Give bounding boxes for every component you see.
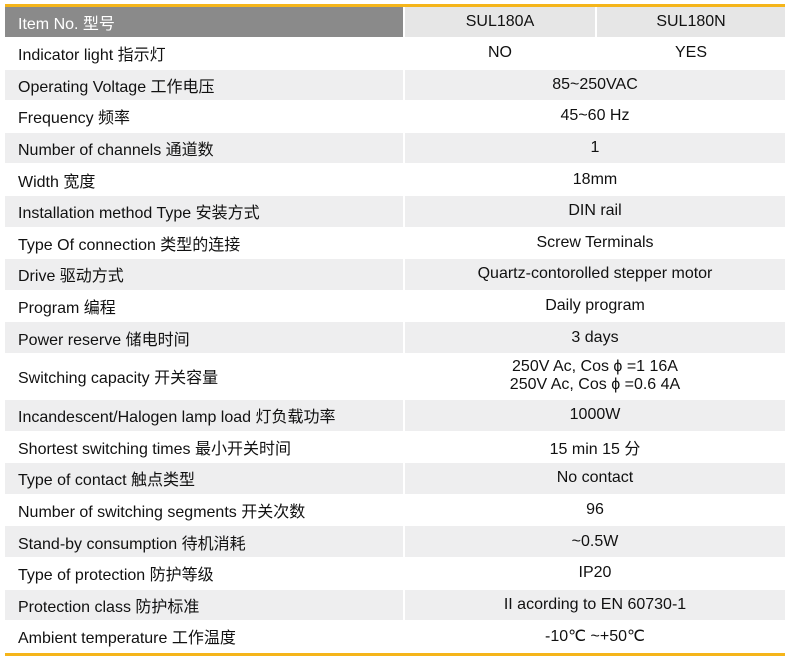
- value-line: No contact: [556, 469, 634, 487]
- row-label: Protection class 防护标准: [5, 589, 405, 621]
- row-label: Ambient temperature 工作温度: [5, 621, 405, 652]
- value-line: 3 days: [571, 328, 619, 346]
- value-line: -10℃ ~+50℃: [545, 628, 645, 646]
- row-label: Width 宽度: [5, 164, 405, 195]
- row-label: Indicator light 指示灯: [5, 38, 405, 69]
- value-line: 1: [590, 139, 600, 157]
- value-line: ~0.5W: [571, 532, 619, 550]
- row-label: Installation method Type 安装方式: [5, 195, 405, 227]
- row-label: Switching capacity 开关容量: [5, 353, 405, 399]
- row-label: Operating Voltage 工作电压: [5, 69, 405, 101]
- value-line: DIN rail: [568, 202, 622, 220]
- row-value: 1000W: [405, 399, 785, 431]
- table-row: Drive 驱动方式 Quartz-contorolled stepper mot…: [5, 259, 785, 291]
- row-value: 3 days: [405, 322, 785, 353]
- value-line: 85~250VAC: [552, 75, 638, 93]
- row-value: -10℃ ~+50℃: [405, 621, 785, 652]
- table-row: Type of protection 防护等级 IP20: [5, 557, 785, 590]
- row-label: Drive 驱动方式: [5, 259, 405, 290]
- table-row: Operating Voltage 工作电压 85~250VAC: [5, 69, 785, 102]
- row-value: IP20: [405, 558, 785, 589]
- row-value: ~0.5W: [405, 526, 785, 557]
- value-line: Daily program: [545, 297, 645, 315]
- value-line: 18mm: [572, 170, 618, 188]
- row-label: Number of channels 通道数: [5, 132, 405, 164]
- table-row: Width 宽度 18mm: [5, 164, 785, 196]
- header-item-label: Item No. 型号: [5, 7, 405, 37]
- value-line: Screw Terminals: [536, 233, 654, 251]
- value-line: II acording to EN 60730-1: [503, 595, 687, 613]
- value-line-2: 250V Ac, Cos ϕ =0.6 4A: [509, 376, 681, 394]
- header-row: Item No. 型号 SUL180A SUL180N: [5, 7, 785, 38]
- row-value: 18mm: [405, 164, 785, 195]
- header-model-b: SUL180N: [597, 7, 785, 37]
- row-label: Type of contact 触点类型: [5, 463, 405, 494]
- row-value: DIN rail: [405, 195, 785, 227]
- row-value-a: NO: [405, 38, 597, 69]
- row-value: Daily program: [405, 291, 785, 322]
- row-value: 1: [405, 132, 785, 164]
- value-line: 250V Ac, Cos ϕ =1 16A: [512, 358, 678, 376]
- table-row: Incandescent/Halogen lamp load 灯负载功率 1000…: [5, 399, 785, 432]
- table-row: Shortest switching times 最小开关时间 15 min 15…: [5, 431, 785, 464]
- spec-table: Item No. 型号 SUL180A SUL180N Indicator li…: [5, 4, 785, 656]
- row-value: Quartz-contorolled stepper motor: [405, 259, 785, 290]
- table-row: Power reserve 储电时间 3 days: [5, 322, 785, 354]
- table-row: Number of channels 通道数 1: [5, 132, 785, 165]
- row-label: Type of protection 防护等级: [5, 557, 405, 589]
- table-row: Stand-by consumption 待机消耗 ~0.5W: [5, 526, 785, 558]
- row-label: Program 编程: [5, 290, 405, 322]
- value-line: 15 min 15 分: [549, 440, 641, 458]
- table-row: Switching capacity 开关容量 250V Ac, Cos ϕ =1…: [5, 353, 785, 400]
- value-line: Quartz-contorolled stepper motor: [477, 265, 713, 283]
- row-label: Power reserve 储电时间: [5, 322, 405, 353]
- table-row: Installation method Type 安装方式 DIN rail: [5, 195, 785, 228]
- row-value: No contact: [405, 463, 785, 494]
- header-model-a: SUL180A: [405, 7, 597, 37]
- value-line: IP20: [578, 564, 612, 582]
- row-value: 85~250VAC: [405, 69, 785, 101]
- row-label: Incandescent/Halogen lamp load 灯负载功率: [5, 399, 405, 431]
- table-row: Ambient temperature 工作温度 -10℃ ~+50℃: [5, 621, 785, 653]
- table-row: Indicator light 指示灯 NO YES: [5, 38, 785, 70]
- row-label: Type Of connection 类型的连接: [5, 227, 405, 259]
- row-label: Number of switching segments 开关次数: [5, 494, 405, 526]
- value-line: 96: [586, 501, 604, 519]
- value-line: 1000W: [569, 406, 621, 424]
- row-label: Stand-by consumption 待机消耗: [5, 526, 405, 557]
- table-row: Frequency 频率 45~60 Hz: [5, 101, 785, 133]
- row-value-b: YES: [674, 44, 707, 62]
- row-value: 250V Ac, Cos ϕ =1 16A 250V Ac, Cos ϕ =0.6…: [405, 354, 785, 399]
- row-value: 96: [405, 495, 785, 526]
- row-label: Shortest switching times 最小开关时间: [5, 431, 405, 463]
- row-value: II acording to EN 60730-1: [405, 589, 785, 621]
- row-label: Frequency 频率: [5, 101, 405, 132]
- row-value: Screw Terminals: [405, 228, 785, 259]
- row-value: 15 min 15 分: [405, 432, 785, 463]
- value-line: 45~60 Hz: [560, 107, 630, 125]
- table-row: Protection class 防护标准 II acording to EN 6…: [5, 589, 785, 622]
- row-value: 45~60 Hz: [405, 101, 785, 132]
- table-row: Program 编程 Daily program: [5, 290, 785, 323]
- table-row: Type Of connection 类型的连接 Screw Terminals: [5, 227, 785, 260]
- table-row: Number of switching segments 开关次数 96: [5, 494, 785, 527]
- table-row: Type of contact 触点类型 No contact: [5, 463, 785, 495]
